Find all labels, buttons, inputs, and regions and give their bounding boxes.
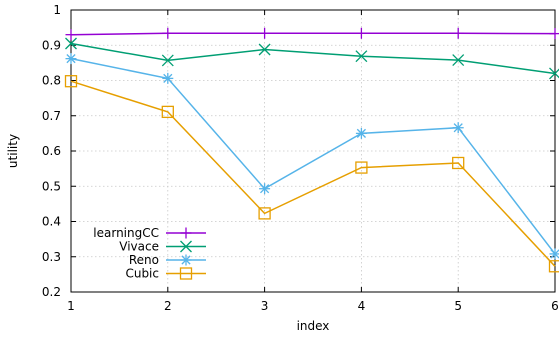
legend-item-vivace: Vivace bbox=[119, 240, 206, 254]
series-vivace bbox=[65, 37, 559, 80]
y-tick-label: 0.3 bbox=[42, 250, 61, 264]
series-line bbox=[70, 80, 556, 267]
legend-label: learningCC bbox=[93, 226, 159, 240]
series-learningcc bbox=[65, 27, 559, 41]
data-point bbox=[259, 27, 271, 39]
legend-item-learningcc: learningCC bbox=[93, 226, 206, 240]
data-point bbox=[258, 207, 271, 220]
legend-item-reno: Reno bbox=[129, 253, 206, 267]
x-axis-title: index bbox=[297, 319, 330, 333]
series-group bbox=[64, 27, 559, 273]
x-tick-label: 5 bbox=[454, 299, 462, 313]
y-tick-label: 0.7 bbox=[42, 109, 61, 123]
data-point bbox=[64, 75, 78, 88]
legend-swatch-marker bbox=[180, 254, 192, 266]
x-tick-label: 3 bbox=[261, 299, 269, 313]
data-point bbox=[65, 53, 77, 65]
data-point bbox=[259, 183, 271, 195]
data-point bbox=[452, 156, 465, 170]
legend-swatch-marker bbox=[180, 227, 192, 239]
y-axis-title: utility bbox=[6, 134, 20, 168]
legend-label: Reno bbox=[129, 253, 159, 267]
x-tick-label: 1 bbox=[67, 299, 75, 313]
legend-item-cubic: Cubic bbox=[125, 267, 206, 281]
data-point bbox=[548, 260, 559, 273]
data-point bbox=[452, 27, 464, 39]
series-line bbox=[70, 32, 556, 36]
x-tick-label: 2 bbox=[164, 299, 172, 313]
y-tick-label: 0.9 bbox=[42, 38, 61, 52]
grid bbox=[71, 10, 555, 292]
series-cubic bbox=[64, 75, 559, 273]
y-tick-label: 0.4 bbox=[42, 215, 61, 229]
data-point bbox=[355, 27, 367, 39]
data-point bbox=[355, 127, 367, 139]
x-tick-label: 4 bbox=[358, 299, 366, 313]
data-point bbox=[161, 105, 174, 119]
data-point bbox=[258, 43, 271, 56]
data-point bbox=[355, 161, 368, 174]
legend-swatch-marker bbox=[180, 240, 192, 253]
data-point bbox=[161, 54, 174, 67]
y-tick-label: 0.8 bbox=[42, 74, 61, 88]
data-point bbox=[65, 37, 77, 50]
data-point bbox=[549, 248, 559, 260]
y-tick-label: 0.5 bbox=[42, 179, 61, 193]
data-point bbox=[452, 54, 465, 67]
series-line bbox=[70, 57, 556, 255]
data-point bbox=[355, 50, 368, 63]
legend-label: Cubic bbox=[125, 267, 159, 281]
data-point bbox=[65, 29, 77, 41]
data-point bbox=[162, 72, 174, 84]
y-tick-label: 0.2 bbox=[42, 285, 61, 299]
series-line bbox=[70, 42, 556, 75]
y-tick-label: 0.6 bbox=[42, 144, 61, 158]
data-point bbox=[162, 27, 174, 39]
legend-swatch-marker bbox=[179, 267, 193, 280]
x-tick-label: 6 bbox=[551, 299, 559, 313]
axis-ticks: 0.2 0.3 0.4 0.5 0.6 0.7 0.8 0.9 1 1 2 3 4 5 6 bbox=[42, 3, 559, 313]
data-point bbox=[549, 28, 559, 40]
series-reno bbox=[65, 53, 559, 260]
y-tick-label: 1 bbox=[53, 3, 61, 17]
legend-label: Vivace bbox=[119, 240, 159, 254]
data-point bbox=[452, 122, 464, 134]
